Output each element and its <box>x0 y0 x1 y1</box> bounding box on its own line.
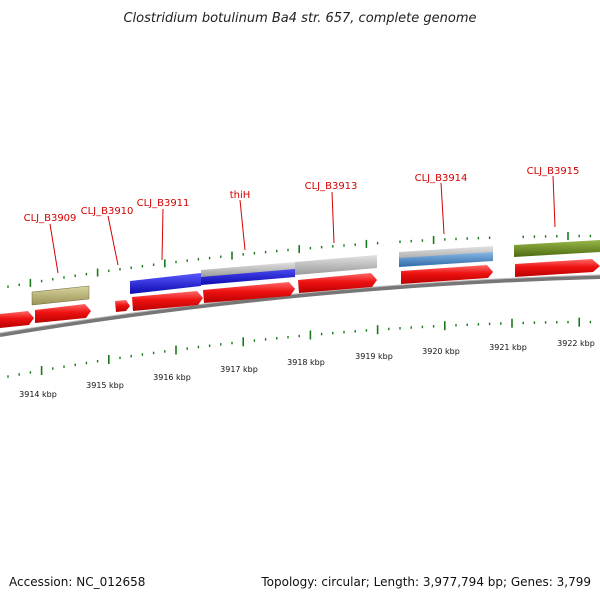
gene-label-b3910[interactable]: CLJ_B3910 <box>81 206 134 217</box>
kbp-label-3920: 3920 kbp <box>422 347 460 356</box>
gene-label-b3914[interactable]: CLJ_B3914 <box>415 173 468 184</box>
genome-backbone <box>0 275 600 337</box>
lower-tick-row <box>7 317 592 378</box>
cds-track <box>0 259 600 328</box>
gene-label-b3915[interactable]: CLJ_B3915 <box>527 166 580 177</box>
genome-summary-text: Topology: circular; Length: 3,977,794 bp… <box>260 575 591 589</box>
leader-b3915 <box>552 175 556 228</box>
leader-thih <box>239 199 246 251</box>
feature-track <box>31 240 600 306</box>
leader-b3911 <box>161 208 164 261</box>
leader-b3914 <box>440 182 445 235</box>
cds-arrow-0[interactable] <box>0 311 34 328</box>
kbp-label-3921: 3921 kbp <box>489 343 527 352</box>
feature-grey-2[interactable] <box>295 255 377 275</box>
cds-arrow-thih[interactable] <box>203 282 295 303</box>
feature-olive[interactable] <box>514 240 600 257</box>
upper-tick-row <box>7 232 592 288</box>
cds-arrow-b3914[interactable] <box>401 265 493 284</box>
cds-arrow-b3910[interactable] <box>115 300 130 312</box>
feature-steel[interactable] <box>399 252 493 267</box>
gene-label-thih[interactable]: thiH <box>230 190 251 201</box>
kbp-label-3917: 3917 kbp <box>220 365 258 374</box>
cds-arrow-b3915[interactable] <box>515 259 600 277</box>
leader-b3910 <box>107 215 119 266</box>
cds-arrow-b3911[interactable] <box>132 291 203 311</box>
gene-label-leaders <box>49 175 556 274</box>
leader-b3909 <box>49 223 59 274</box>
gene-label-b3913[interactable]: CLJ_B3913 <box>305 181 358 192</box>
feature-grey-1[interactable] <box>201 262 295 277</box>
cds-arrow-b3909[interactable] <box>35 304 91 323</box>
kbp-label-3922: 3922 kbp <box>557 339 595 348</box>
gene-label-b3911[interactable]: CLJ_B3911 <box>137 198 190 209</box>
kbp-label-3916: 3916 kbp <box>153 373 191 382</box>
feature-blue-1[interactable] <box>130 273 201 294</box>
accession-text: Accession: NC_012658 <box>9 575 145 589</box>
kbp-label-3918: 3918 kbp <box>287 358 325 367</box>
gene-label-b3909[interactable]: CLJ_B3909 <box>24 213 77 224</box>
map-title: Clostridium botulinum Ba4 str. 657, comp… <box>123 11 476 26</box>
kbp-label-3919: 3919 kbp <box>355 352 393 361</box>
kbp-label-3914: 3914 kbp <box>19 390 57 399</box>
feature-khaki[interactable] <box>31 285 90 306</box>
cds-arrow-b3913[interactable] <box>298 273 377 293</box>
genome-backbone-highlight <box>0 274 600 334</box>
leader-b3913 <box>331 191 335 244</box>
kbp-label-3915: 3915 kbp <box>86 381 124 390</box>
